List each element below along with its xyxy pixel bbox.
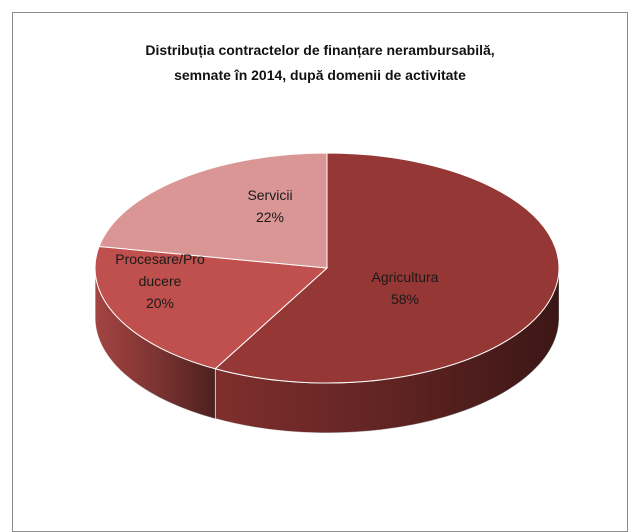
slice-label: Procesare/Producere <box>115 251 205 289</box>
slice-label: Agricultura <box>371 269 439 285</box>
slice-label: Servicii <box>247 187 293 203</box>
slice-value-label: 58% <box>390 291 420 307</box>
chart-title: Distribuția contractelor de finanțare ne… <box>145 42 495 83</box>
slice <box>214 152 560 384</box>
slice <box>94 245 329 370</box>
slice <box>98 152 328 269</box>
slice-value-label: 20% <box>145 295 175 311</box>
slice-value-label: 22% <box>255 209 285 225</box>
